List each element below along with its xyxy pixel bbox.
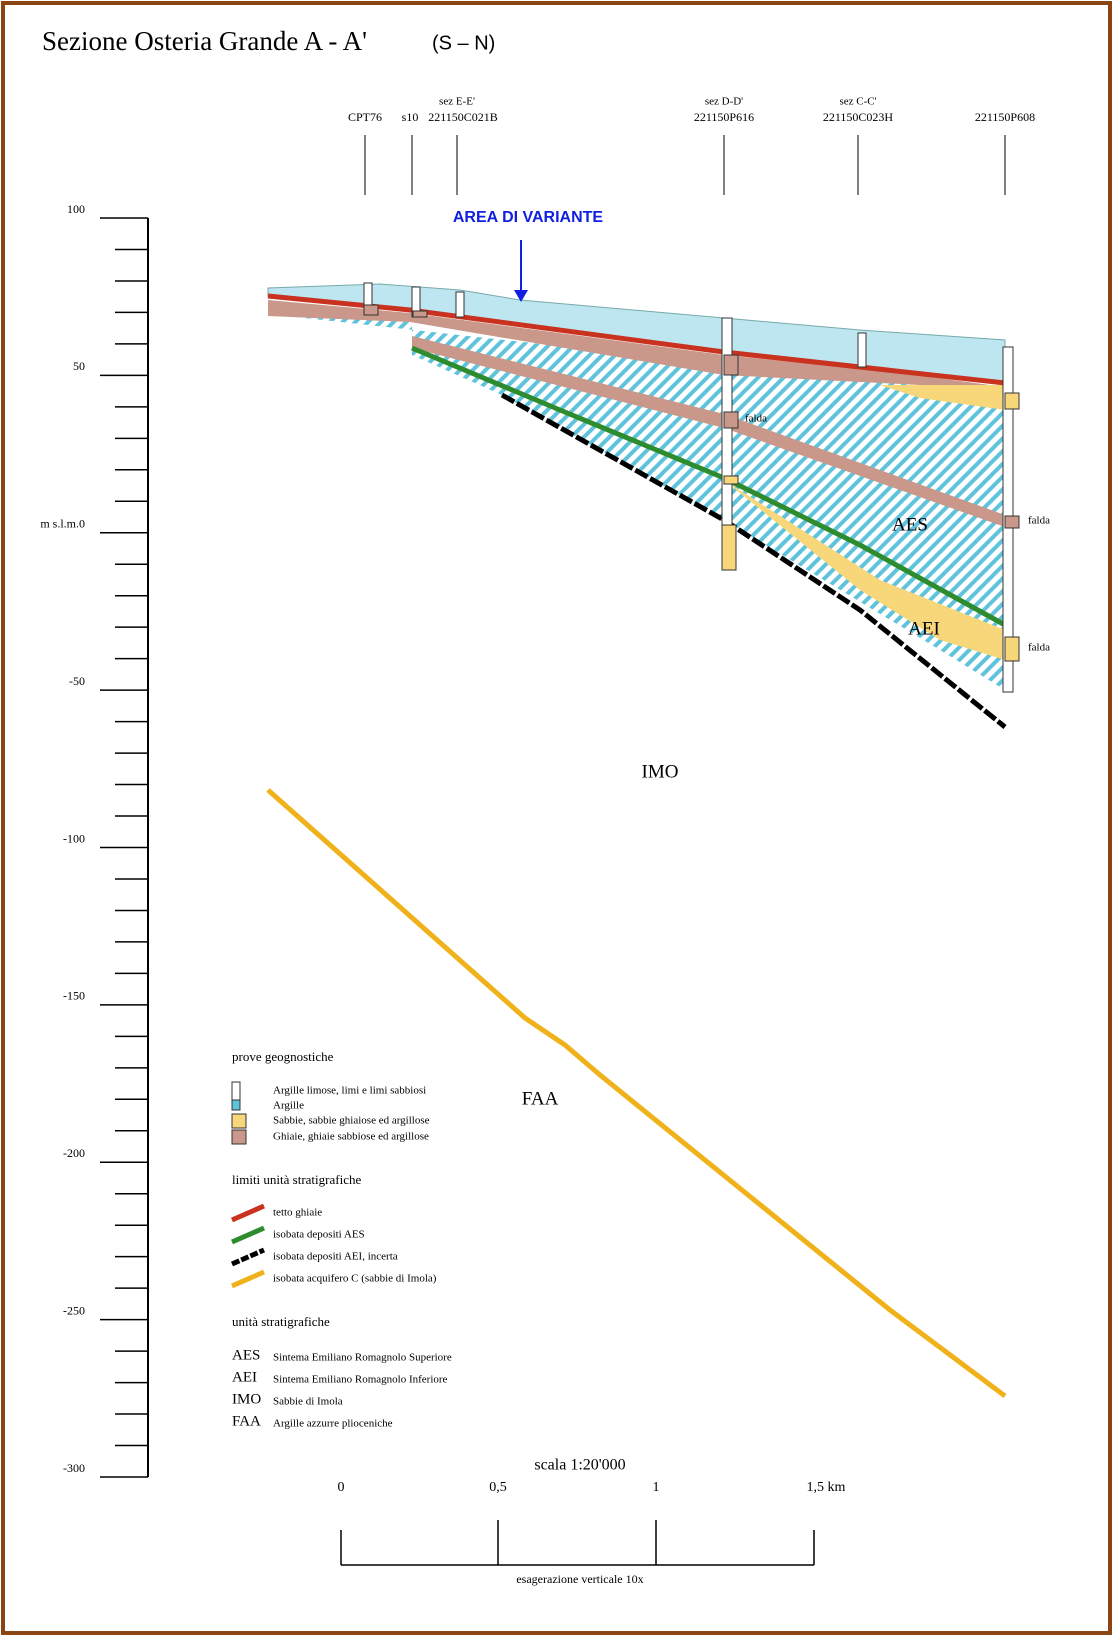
unit-name: Sintema Emiliano Romagnolo Inferiore [273, 1374, 448, 1386]
legend-item: tetto ghiaie [273, 1207, 322, 1219]
borehole-section: sez C-C' [839, 96, 876, 108]
legend-item: isobata depositi AES [273, 1229, 365, 1241]
scale-title: scala 1:20'000 [534, 1457, 625, 1474]
unit-name: Sintema Emiliano Romagnolo Superiore [273, 1352, 452, 1364]
legend-item: Ghiaie, ghiaie sabbiose ed argillose [273, 1131, 429, 1143]
borehole-section: sez E-E' [439, 96, 475, 108]
borehole-id: 221150P616 [694, 110, 754, 124]
axis-label: -150 [63, 989, 85, 1003]
unit-label: IMO [642, 761, 679, 782]
orientation: (S – N) [432, 32, 495, 54]
section [268, 240, 1019, 1396]
unit-list: AES Sintema Emiliano Romagnolo Superiore A… [232, 1347, 452, 1429]
axis-label: m s.l.m.0 [40, 517, 85, 531]
unit-label: AEI [908, 618, 940, 639]
axis-label: -50 [69, 674, 85, 688]
area-label: AREA DI VARIANTE [453, 209, 604, 226]
scale-label: 0,5 [489, 1480, 507, 1495]
title: Sezione Osteria Grande A - A' [42, 26, 367, 56]
boreholes: CPT76 s10 221150C021B sez E-E' 221150P616 sez… [348, 96, 1035, 195]
borehole-id: 221150C021B [428, 110, 498, 124]
elevation-axis: 100 50 m s.l.m.0 -50 -100 -150 -200 -250 -300 [40, 202, 148, 1477]
legend-item: Sabbie, sabbie ghiaiose ed argillose [273, 1115, 430, 1127]
borehole-id: 221150P608 [975, 110, 1035, 124]
axis-label: -200 [63, 1146, 85, 1160]
unit-label: FAA [522, 1088, 559, 1109]
unit-name: Sabbie di Imola [273, 1396, 343, 1408]
unit-code: IMO [232, 1391, 261, 1407]
scale-note: esagerazione verticale 10x [516, 1572, 643, 1586]
legend-item: Argille [273, 1100, 304, 1112]
axis-label: -100 [63, 831, 85, 845]
legend-item: isobata depositi AEI, incerta [273, 1251, 398, 1263]
legend-title: unità stratigrafiche [232, 1314, 330, 1329]
legend-title: prove geognostiche [232, 1049, 334, 1064]
scale-bar: scala 1:20'000 esagerazione verticale 10… [338, 1457, 846, 1586]
unit-code: FAA [232, 1413, 261, 1429]
legend-item: Argille limose, limi e limi sabbiosi [273, 1085, 426, 1097]
borehole-id: CPT76 [348, 110, 382, 124]
legend: prove geognostiche Argille limose, limi … [232, 1049, 437, 1329]
borehole-section: sez D-D' [705, 96, 743, 108]
scale-label: 1,5 km [807, 1480, 846, 1495]
borehole-id: 221150C023H [823, 110, 894, 124]
frame [3, 3, 1110, 1633]
legend-item: isobata acquifero C (sabbie di Imola) [273, 1273, 437, 1285]
axis-label: 50 [73, 359, 85, 373]
axis-label: -250 [63, 1303, 85, 1317]
water-table: falda [745, 413, 767, 425]
water-table: falda [1028, 515, 1050, 527]
page: Sezione Osteria Grande A - A' (S – N) 10… [0, 0, 1113, 1636]
scale-label: 1 [653, 1480, 660, 1495]
legend-title: limiti unità stratigrafiche [232, 1172, 361, 1187]
unit-code: AEI [232, 1369, 257, 1385]
borehole-id: s10 [402, 110, 419, 124]
unit-label: AES [892, 514, 928, 535]
scale-label: 0 [338, 1480, 345, 1495]
axis-label: 100 [67, 202, 85, 216]
axis-label: -300 [63, 1461, 85, 1475]
water-table: falda [1028, 642, 1050, 654]
unit-code: AES [232, 1347, 260, 1363]
unit-name: Argille azzurre plioceniche [273, 1418, 393, 1430]
